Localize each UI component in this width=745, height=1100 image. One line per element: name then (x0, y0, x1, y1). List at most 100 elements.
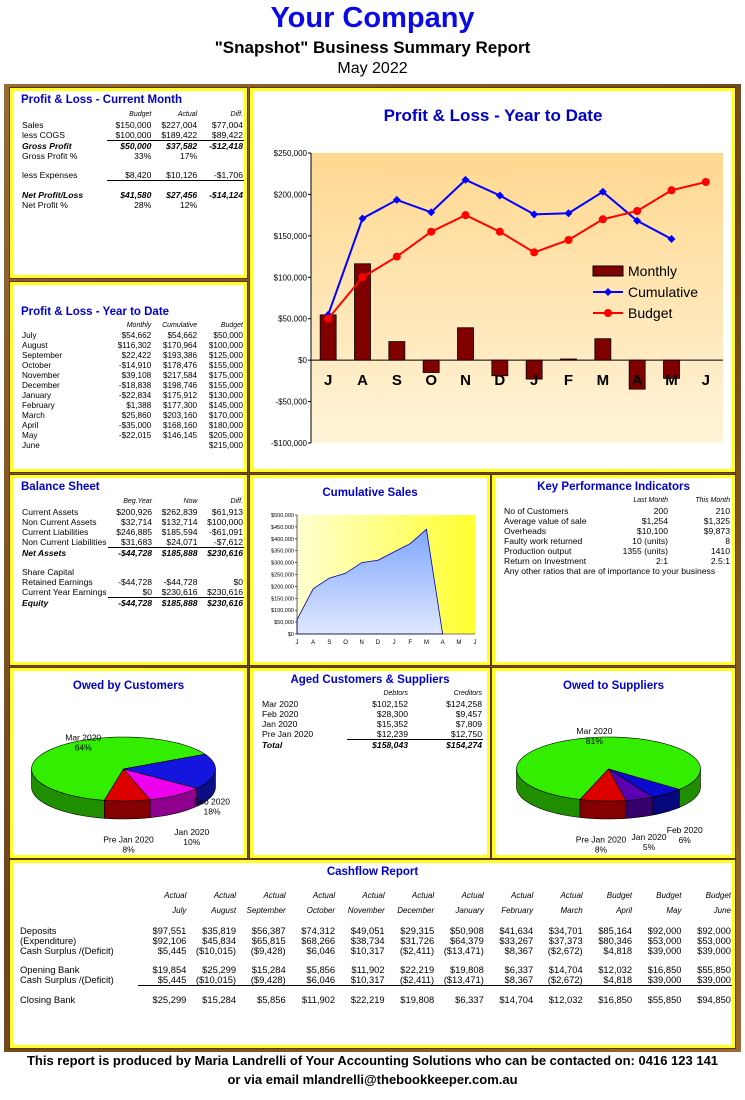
pie-slice (608, 768, 681, 798)
row-label: Equity (22, 597, 49, 608)
table-row: No of Customers 200 210 (503, 506, 731, 516)
value-cell: $33,267 (499, 935, 534, 946)
value-cell: -$22,834 (118, 391, 152, 400)
value-cell: $1,325 (703, 516, 730, 526)
value-cell: $132,714 (161, 517, 198, 527)
cashflow-panel: Cashflow Report Actual Actual Actual Actual A… (10, 860, 735, 1048)
table-row: Mar 2020 $102,152 $124,258 (261, 699, 483, 709)
panel-title: Profit & Loss - Current Month (21, 94, 182, 106)
pie-slice (123, 753, 216, 789)
header-row: Monthly Cumulative Budget (21, 321, 244, 331)
value-cell: $77,004 (211, 120, 243, 130)
value-cell: $29,315 (400, 925, 435, 936)
value-cell: $14,704 (484, 985, 535, 1005)
value-cell: -$44,728 (107, 597, 154, 608)
value-cell: $189,422 (161, 130, 198, 140)
footer-line: This report is produced by Maria Landrel… (26, 1053, 719, 1068)
row-label: Production output (504, 546, 572, 556)
row-label: May (22, 431, 38, 440)
value-cell: ($13,471) (443, 974, 484, 985)
value-cell: -$44,728 (107, 547, 154, 558)
row-label: Average value of sale (504, 516, 587, 526)
row-label: Overheads (504, 526, 547, 536)
data-table: Beg.Year Now Diff. Current Assets $200,926 $2… (21, 497, 244, 608)
value-cell: ($10,015) (195, 945, 237, 956)
marker (667, 186, 676, 195)
value-cell: $130,000 (208, 391, 243, 400)
value-cell: $19,808 (385, 985, 436, 1005)
line (327, 181, 707, 320)
column-header: Actual (461, 891, 484, 900)
table-cell (19, 904, 138, 926)
pie-value-label: 10% (183, 837, 200, 847)
marker (392, 195, 401, 204)
table-row: Current Assets $200,926 $262,839 $61,913 (21, 507, 244, 517)
value-cell: $22,219 (336, 985, 386, 1005)
value-cell: $4,818 (603, 945, 633, 956)
row-label: Sales (22, 120, 44, 130)
panel-title: Key Performance Indicators (537, 481, 690, 493)
x-tick-label: D (494, 372, 505, 389)
table-row: Cash Surplus /(Deficit) $5,445 ($10,015) ($… (19, 946, 732, 956)
chart-title: Profit & Loss - Year to Date (384, 106, 603, 125)
y-tick-label: $100,000 (271, 608, 294, 614)
value-cell (198, 151, 244, 161)
column-header: Debtors (383, 690, 408, 697)
table-cell (19, 888, 138, 904)
value-cell: $193,386 (162, 351, 198, 360)
marker (667, 235, 676, 244)
row-label: February (22, 401, 55, 410)
value-cell: $14,704 (548, 964, 583, 975)
marker (461, 211, 470, 220)
column-header: Actual (263, 891, 286, 900)
table-row: January -$22,834 $175,912 $130,000 (21, 391, 244, 401)
x-tick-label: A (632, 372, 643, 389)
value-cell: $217,584 (162, 371, 198, 380)
table-cell (261, 689, 347, 699)
value-cell: ($10,015) (195, 974, 237, 985)
value-cell: $5,856 (237, 985, 287, 1005)
x-tick-label: M (456, 640, 461, 646)
marker (358, 214, 367, 223)
value-cell: $50,000 (106, 140, 153, 151)
column-header: Budget (656, 891, 682, 900)
y-tick-label: -$100,000 (271, 439, 308, 448)
value-cell: $55,850 (697, 964, 731, 975)
value-cell: 8 (725, 536, 730, 546)
marker (358, 273, 367, 282)
value-cell: $155,000 (208, 361, 243, 370)
row-label: Net Profit/Loss (22, 189, 84, 200)
y-tick-label: $250,000 (274, 149, 308, 158)
column-header: Diff. (230, 111, 243, 118)
table-row: Current Year Earnings $0 $230,616 $230,616 (21, 587, 244, 598)
column-header: Actual (177, 111, 198, 118)
value-cell: $230,616 (161, 587, 198, 597)
value-cell: ($13,471) (443, 945, 484, 956)
value-cell: 33% (134, 151, 152, 161)
column-header: November (347, 906, 385, 915)
value-cell: $92,106 (152, 935, 187, 946)
value-cell: $1,388 (126, 401, 152, 410)
x-tick-label: S (392, 372, 402, 389)
bar (594, 338, 612, 361)
value-cell: $215,000 (208, 441, 243, 450)
y-tick-label: -$50,000 (275, 398, 307, 407)
value-cell: $12,239 (376, 729, 408, 739)
value-cell (153, 558, 198, 577)
value-cell: -$44,728 (118, 577, 153, 587)
table-row: Gross Profit % 33% 17% (21, 151, 244, 161)
column-header: December (397, 906, 435, 915)
column-header: Actual (164, 891, 187, 900)
x-tick-label: A (441, 640, 445, 646)
y-tick-label: $450,000 (271, 525, 294, 531)
table-row: October -$14,910 $178,476 $155,000 (21, 361, 244, 371)
value-cell: $5,445 (157, 974, 187, 985)
kpi-panel: Key Performance Indicators Last Month This… (492, 475, 735, 665)
x-tick-label: N (460, 372, 471, 389)
table-cell (21, 497, 108, 507)
value-cell: $6,337 (435, 985, 485, 1005)
row-label: less Expenses (22, 170, 78, 181)
bar (388, 341, 406, 361)
